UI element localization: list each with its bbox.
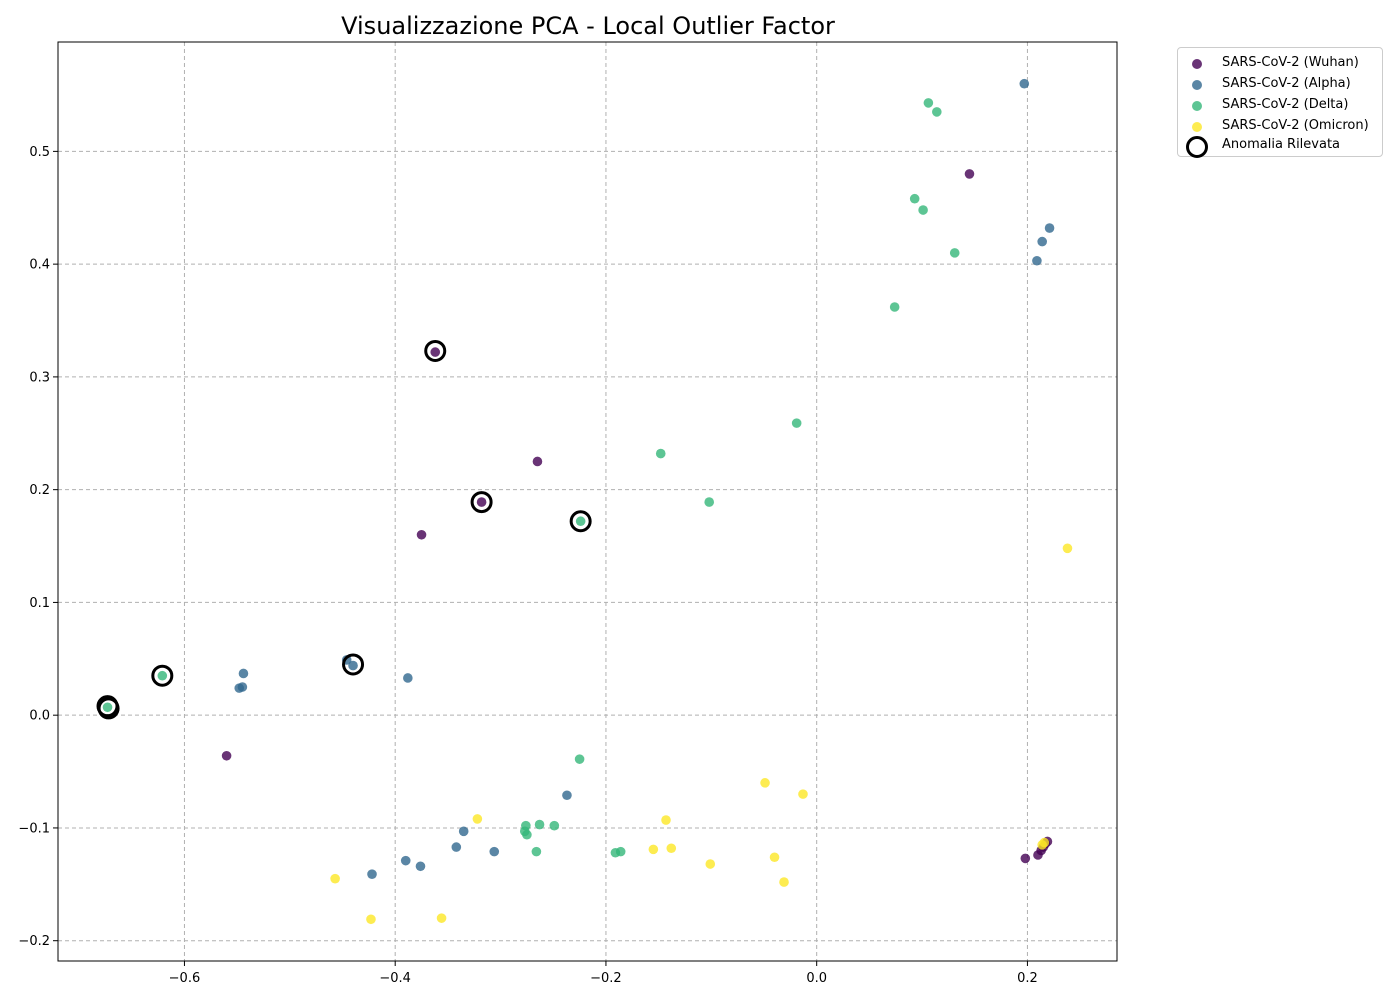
data-point-omicron [661,815,671,825]
legend-marker-omicron [1192,122,1202,132]
anomaly-ring [424,339,447,362]
anomaly-ring [97,697,120,720]
y-tick-label: 0.2 [29,483,50,498]
data-point-delta [655,448,666,459]
legend-label-delta: SARS-CoV-2 (Delta) [1222,97,1349,112]
data-point-omicron [769,852,780,863]
data-point-wuhan [1020,853,1031,864]
anomaly-ring [470,491,493,514]
grid-lines [58,42,1117,961]
data-point-omicron [666,843,677,854]
data-point-wuhan [532,456,543,467]
data-point-delta [909,193,920,204]
data-point-delta [918,205,928,215]
x-tick-label: −0.6 [169,971,201,986]
data-point-alpha [415,861,426,872]
legend-item-omicron: SARS-CoV-2 (Omicron) [1178,117,1382,137]
y-tick-label: −0.1 [18,821,50,836]
data-point-wuhan [430,347,441,357]
data-point-alpha [562,790,572,801]
data-points [102,78,1073,925]
y-tick-label: 0.1 [29,596,50,611]
data-point-delta [534,819,545,830]
anomaly-ring [569,510,592,533]
y-tick-label: 0.5 [29,145,50,160]
x-tick-label: −0.4 [379,971,411,986]
y-tick-label: 0.4 [29,258,50,273]
data-point-alpha [458,826,469,837]
data-point-alpha [1044,223,1055,233]
legend-item-delta: SARS-CoV-2 (Delta) [1178,96,1382,116]
data-point-delta [889,302,900,312]
data-point-alpha [489,846,500,857]
data-point-alpha [367,869,377,879]
data-point-omicron [1062,543,1073,554]
data-point-delta [949,248,960,258]
data-point-alpha [1037,236,1047,247]
data-point-wuhan [221,750,232,761]
data-point-delta [522,829,532,840]
chart-title: Visualizzazione PCA - Local Outlier Fact… [341,12,835,40]
y-axis-ticks: −0.2 −0.1 0.0 0.1 0.2 0.3 0.4 0.5 [18,145,58,949]
data-point-omicron [648,844,659,855]
data-point-alpha [238,668,249,679]
y-tick-label: −0.2 [18,934,50,949]
data-point-delta [102,702,113,713]
x-tick-label: −0.2 [590,971,622,986]
data-point-omicron [705,859,716,869]
y-tick-label: 0.0 [29,709,50,724]
data-point-delta [615,846,626,857]
anomaly-ring [151,664,174,687]
data-point-alpha [400,855,411,866]
data-point-omicron [1039,837,1050,848]
data-point-omicron [472,814,483,824]
data-point-delta [932,107,942,117]
legend: SARS-CoV-2 (Wuhan) SARS-CoV-2 (Alpha) SA… [1177,47,1383,158]
legend-marker-wuhan [1192,59,1202,69]
data-point-alpha [403,673,413,683]
legend-item-wuhan: SARS-CoV-2 (Wuhan) [1178,54,1382,74]
data-point-delta [157,670,168,681]
anomaly-rings [96,339,592,720]
legend-item-alpha: SARS-CoV-2 (Alpha) [1178,75,1382,95]
x-tick-label: 0.2 [1017,971,1038,986]
data-point-delta [575,516,586,527]
data-point-omicron [436,913,447,923]
legend-label-omicron: SARS-CoV-2 (Omicron) [1222,118,1369,133]
y-tick-label: 0.3 [29,370,50,385]
data-point-omicron [330,873,340,884]
x-axis-ticks: −0.6 −0.4 −0.2 0.0 0.2 [169,961,1038,986]
legend-label-alpha: SARS-CoV-2 (Alpha) [1222,76,1351,91]
data-point-omicron [779,877,789,887]
legend-marker-anomaly [1186,136,1208,158]
data-point-alpha [1019,78,1030,89]
data-point-delta [549,820,560,831]
data-point-delta [531,846,542,857]
data-point-wuhan [964,169,975,179]
legend-label-anomaly: Anomalia Rilevata [1222,137,1341,152]
legend-label-wuhan: SARS-CoV-2 (Wuhan) [1222,55,1359,70]
x-tick-label: 0.0 [806,971,827,986]
data-point-alpha [451,842,462,852]
data-point-omicron [798,789,808,799]
data-point-omicron [366,914,376,925]
data-point-delta [791,418,802,428]
data-point-delta [923,98,934,108]
plot-frame [57,41,1118,962]
data-point-delta [704,497,715,507]
data-point-alpha [1032,255,1042,266]
data-point-wuhan [416,529,427,540]
data-point-delta [574,754,585,764]
anomaly-ring [342,653,365,676]
legend-item-anomaly: Anomalia Rilevata [1178,136,1382,158]
data-point-alpha [234,683,245,693]
data-point-omicron [760,778,770,788]
data-point-wuhan [476,497,487,507]
legend-marker-alpha [1192,80,1202,90]
legend-marker-delta [1192,101,1202,111]
data-point-alpha [348,660,358,671]
